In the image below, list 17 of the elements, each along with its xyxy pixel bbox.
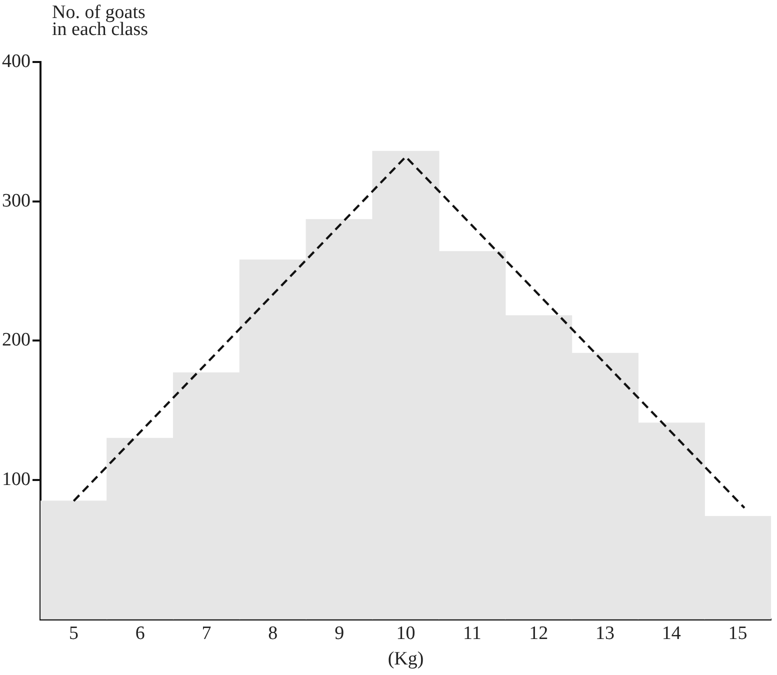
x-tick-label: 13 xyxy=(595,622,614,644)
x-tick-label: 6 xyxy=(135,622,145,644)
x-tick-label: 8 xyxy=(268,622,278,644)
x-tick-label: 10 xyxy=(396,622,416,644)
x-tick-label: 9 xyxy=(334,622,344,644)
x-axis-title: (Kg) xyxy=(388,648,424,670)
x-tick-label: 12 xyxy=(529,622,548,644)
y-tick-label: 100 xyxy=(2,469,30,490)
x-tick-label: 7 xyxy=(202,622,212,644)
x-tick-label: 5 xyxy=(68,622,78,644)
y-tick-label: 400 xyxy=(2,50,30,72)
y-axis-title: No. of goats in each class xyxy=(52,2,150,40)
x-tick-label: 15 xyxy=(728,622,748,644)
x-tick-label: 14 xyxy=(662,622,682,644)
x-tick-label: 11 xyxy=(463,622,482,644)
y-tick-label: 200 xyxy=(2,330,30,351)
y-tick-label: 300 xyxy=(2,190,30,212)
